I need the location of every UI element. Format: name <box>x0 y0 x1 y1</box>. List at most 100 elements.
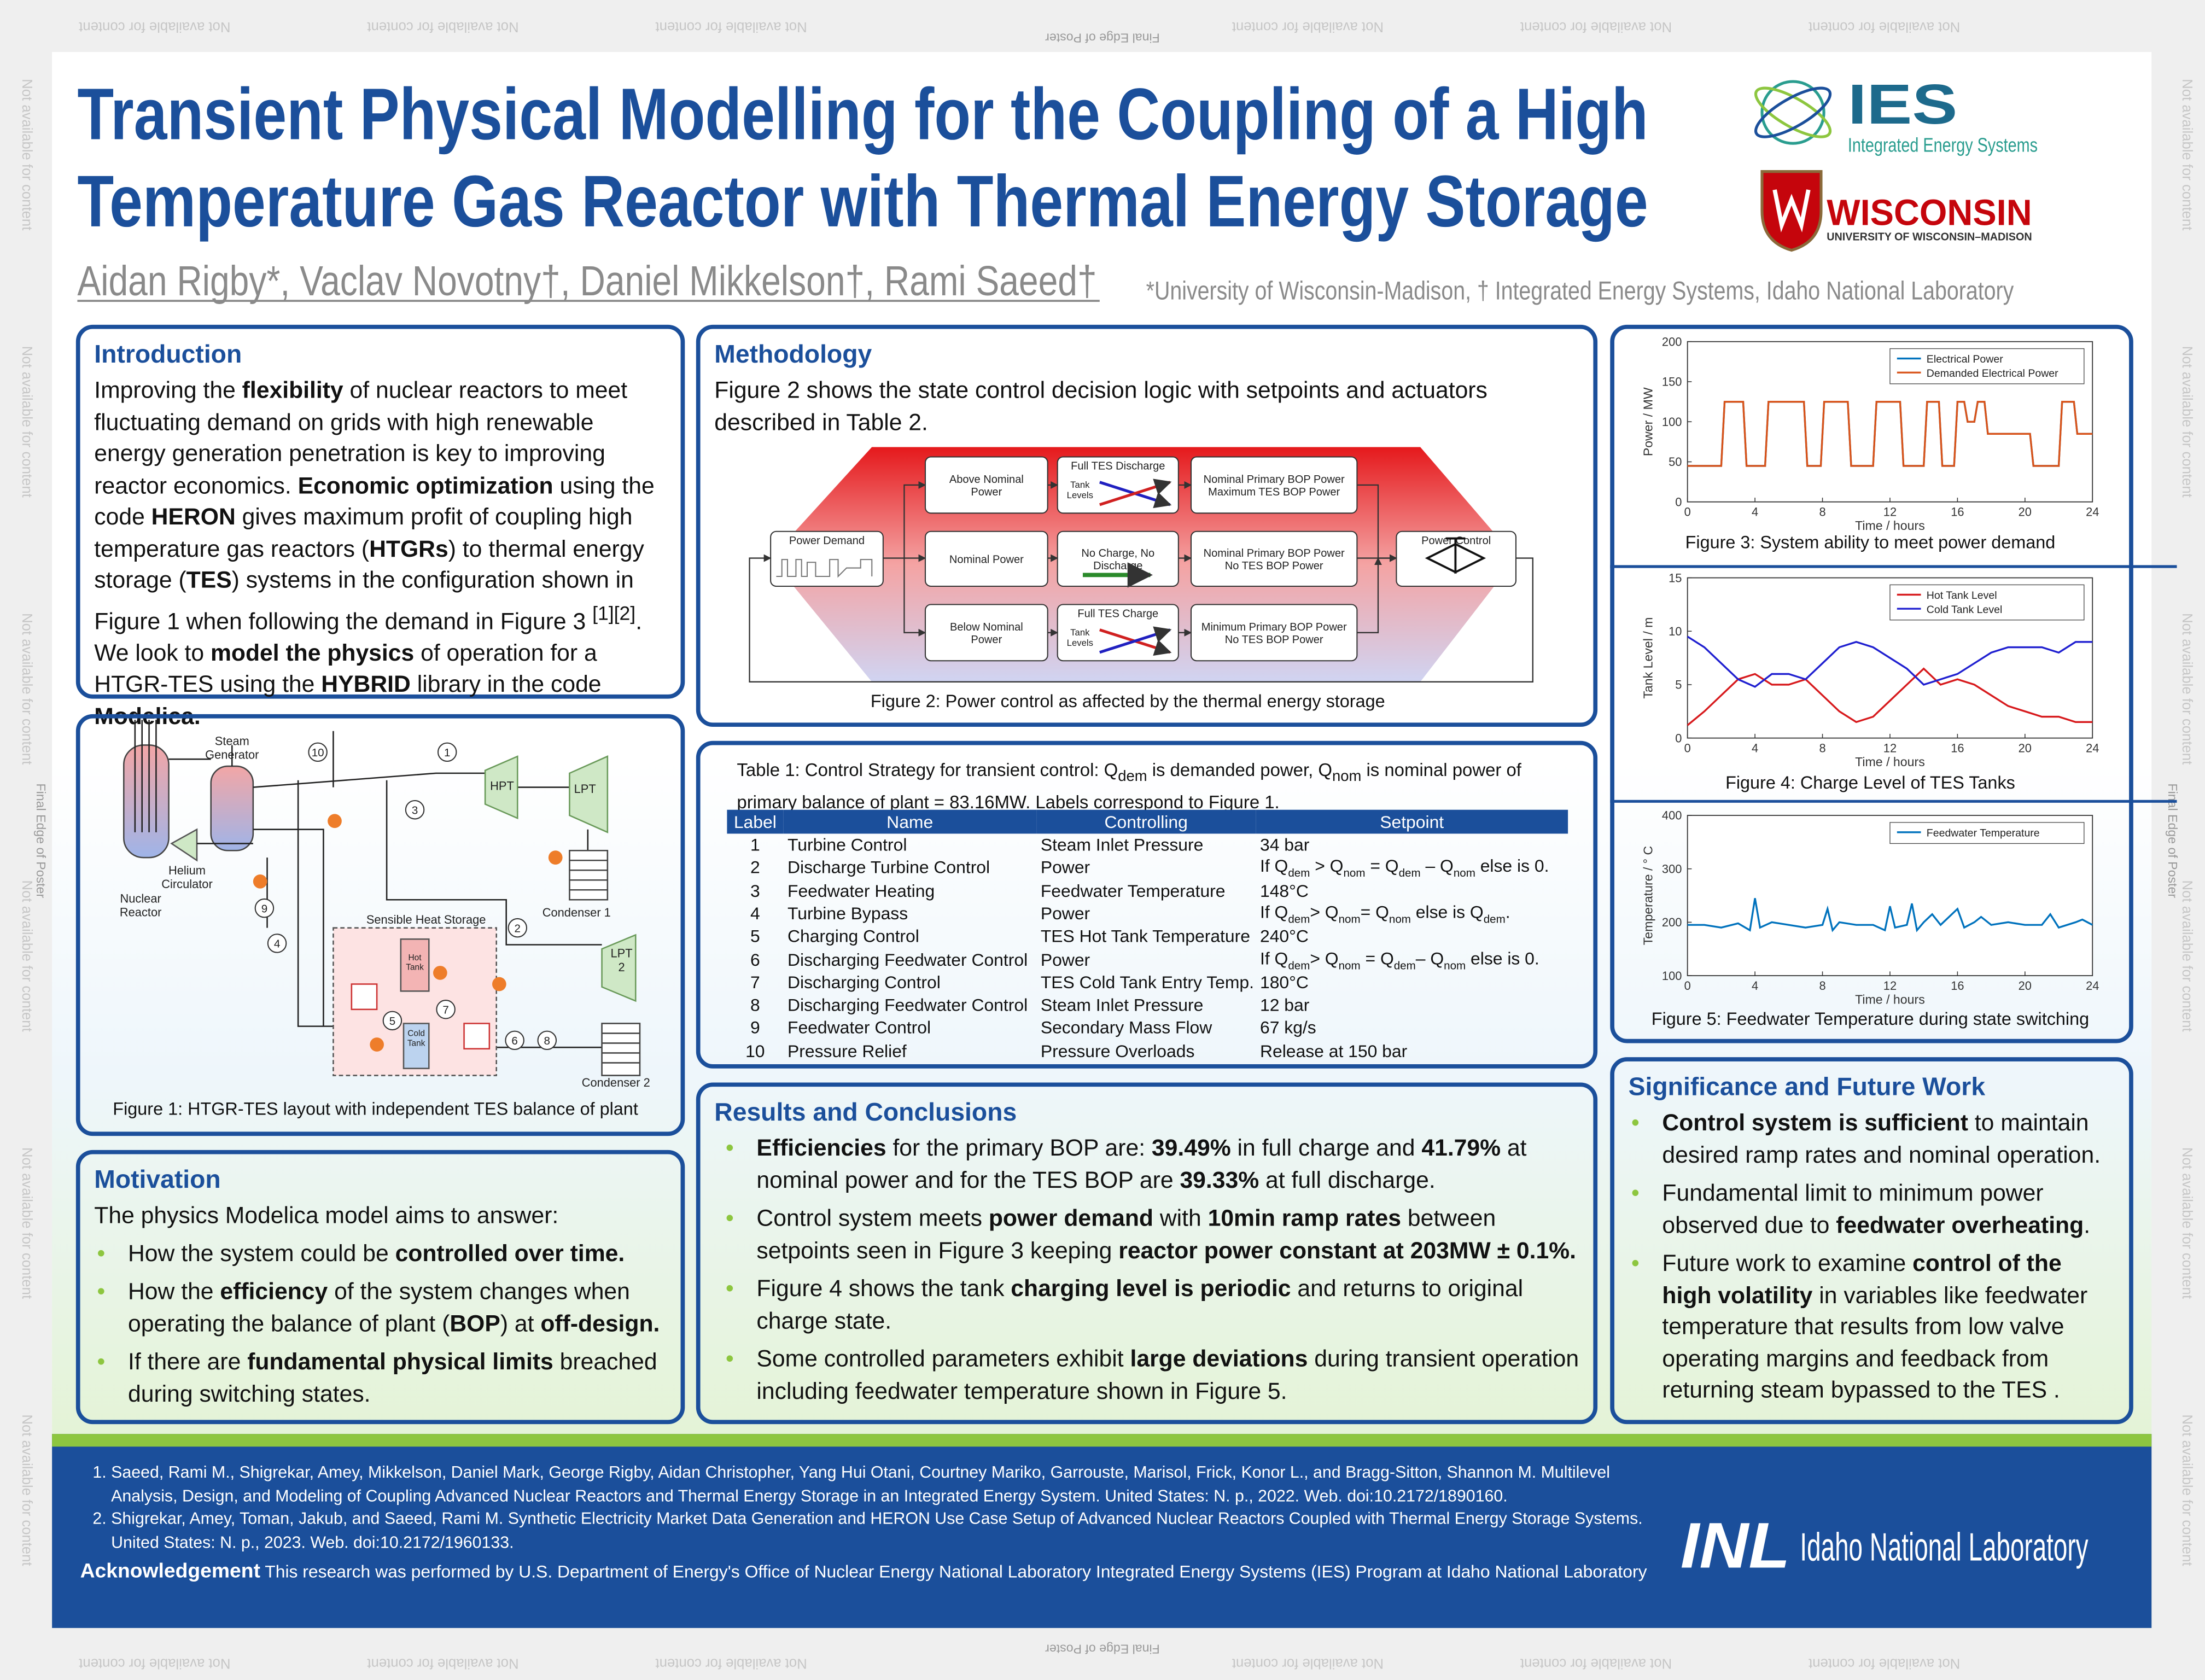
legend-box <box>1889 822 2085 844</box>
label-line: Reactor <box>120 906 162 919</box>
text-run: Discharge Turbine Control <box>787 858 990 878</box>
bullet: How the system could be controlled over … <box>94 1238 667 1270</box>
inl-logo: INL <box>1681 1509 1790 1582</box>
text-run: [1][2] <box>592 600 636 624</box>
logo-icon <box>1754 86 1832 138</box>
text-run: gives maximum profit of coupling high te… <box>94 503 633 562</box>
valve-number: 5 <box>389 1015 395 1028</box>
text-run: Steam Inlet Pressure <box>1040 995 1204 1016</box>
text-run: 5 <box>750 927 760 947</box>
series-line <box>1687 635 2093 688</box>
edge-note: Final Edge of Poster <box>1045 1642 1160 1656</box>
pump <box>433 966 447 980</box>
text-run: using the code <box>94 471 655 530</box>
results-box: Results and Conclusions Efficiencies for… <box>696 1082 1598 1425</box>
text-run: Name <box>886 812 934 832</box>
inl-name: Idaho National Laboratory <box>1800 1525 2088 1569</box>
caption: Figure 4: Charge Level of TES Tanks <box>1725 773 2015 792</box>
text-run: is demanded power, Q <box>1147 759 1332 780</box>
text-run: at nominal power and for the TES BOP are <box>756 1134 1527 1193</box>
text-run: . <box>1505 902 1510 922</box>
text-run: > Q <box>1310 856 1344 877</box>
x-tick-label: 4 <box>1752 741 1758 755</box>
label: Full TES Charge <box>1077 608 1158 620</box>
paragraph: The physics Modelica model aims to answe… <box>94 1201 559 1229</box>
y-tick-label: 15 <box>1669 571 1682 585</box>
bullet: Efficiencies for the primary BOP are: 39… <box>723 1133 1579 1197</box>
text-run: of nuclear reactors to meet fluctuating … <box>94 376 628 499</box>
table-cell: TES Hot Tank Temperature <box>1036 925 1256 948</box>
text-run: 240°C <box>1259 927 1309 947</box>
table-cell: 3 <box>727 879 783 902</box>
table-cell: Secondary Mass Flow <box>1036 1017 1256 1040</box>
cold-tank <box>402 1023 430 1070</box>
label-line: 2 <box>618 960 625 974</box>
text-run: BOP <box>450 1309 500 1337</box>
x-tick-label: 20 <box>2019 505 2032 518</box>
text-run: Feedwater Heating <box>787 881 935 901</box>
caption: Figure 3: System ability to meet power d… <box>1685 533 2056 552</box>
text-run: – Q <box>1415 948 1444 968</box>
text-run: Turbine Control <box>787 835 907 855</box>
ack-heading: Acknowledgement <box>80 1560 260 1583</box>
table-row: 6 Discharging Feedwater Control Power If Qd… <box>727 948 1568 971</box>
label: Power Demand <box>789 535 865 547</box>
table-cell: If Qdem> Qnom = Qdem– Qnom else is 0. <box>1256 948 1568 971</box>
text-run: Power <box>1040 950 1090 970</box>
text-run: efficiency <box>220 1278 328 1305</box>
label-line: Hot <box>409 953 422 962</box>
margin-note: Not available for content <box>19 1414 34 1566</box>
x-tick-label: 4 <box>1752 505 1758 518</box>
significance-box: Significance and Future Work Control sys… <box>1610 1057 2133 1425</box>
margin-note: Not available for content <box>1232 1655 1384 1671</box>
text-run: Saeed, Rami M., Shigrekar, Amey, Mikkels… <box>111 1462 1611 1505</box>
text-run: = Q <box>1360 948 1394 968</box>
table-cell: Release at 150 bar <box>1256 1040 1568 1063</box>
table-cell: Charging Control <box>783 925 1036 948</box>
table-cell: Discharge Turbine Control <box>783 856 1036 879</box>
label: Below Nominal Power <box>950 621 1023 646</box>
table-cell: 148°C <box>1256 879 1568 902</box>
table-cell: Power <box>1036 948 1256 971</box>
label-line: Below Nominal <box>950 621 1023 633</box>
reactor-vessel <box>122 744 170 859</box>
x-tick-label: 12 <box>1883 505 1897 518</box>
bullet: Control system is sufficient to maintain… <box>1629 1108 2115 1171</box>
title: Temperature Gas Reactor with Thermal Ene… <box>77 161 1648 242</box>
pump <box>370 1037 384 1052</box>
helium-circulator <box>170 828 198 862</box>
table-cell: 1 <box>727 833 783 856</box>
label-line: Nominal Primary BOP Power <box>1204 547 1345 559</box>
text-run: Efficiencies <box>756 1134 886 1162</box>
label-line: Steam <box>215 734 249 748</box>
label-line: LPT <box>574 782 596 796</box>
x-tick-label: 12 <box>1883 979 1897 993</box>
margin-note: Not available for content <box>19 613 34 765</box>
label: Nominal Power <box>949 554 1024 566</box>
valve-number: 4 <box>274 938 280 950</box>
text-run: Pressure Relief <box>787 1041 907 1061</box>
text-run: 39.33% <box>1180 1166 1259 1193</box>
label-line: Tank <box>1070 480 1090 490</box>
heading: Introduction <box>94 340 242 369</box>
heading: Methodology <box>714 340 872 369</box>
text-run: Future work to examine <box>1662 1250 1913 1277</box>
table-row: 1 Turbine Control Steam Inlet Pressure 34 b… <box>727 833 1568 856</box>
table-cell: 9 <box>727 1017 783 1040</box>
text-run: If Q <box>1259 856 1288 877</box>
text-run: Secondary Mass Flow <box>1040 1018 1212 1039</box>
uw-crest <box>1772 189 1811 233</box>
table-row: 3 Feedwater Heating Feedwater Temperature 1… <box>727 879 1568 902</box>
text-run: 4 <box>750 904 760 924</box>
text-run: reactor power constant at 203MW ± 0.1%. <box>1118 1236 1576 1263</box>
text-run: How the system could be <box>127 1239 395 1266</box>
table-cell: Discharging Feedwater Control <box>783 994 1036 1017</box>
y-tick-label: 0 <box>1675 731 1682 745</box>
text-run: 34 bar <box>1259 835 1310 855</box>
text-run: between setpoints seen in Figure 3 keepi… <box>756 1205 1496 1263</box>
table-cell: 34 bar <box>1256 833 1568 856</box>
label-line: Helium <box>168 864 206 877</box>
x-axis-label: Time / hours <box>1855 755 1925 769</box>
margin-note: Not available for content <box>2179 880 2195 1032</box>
